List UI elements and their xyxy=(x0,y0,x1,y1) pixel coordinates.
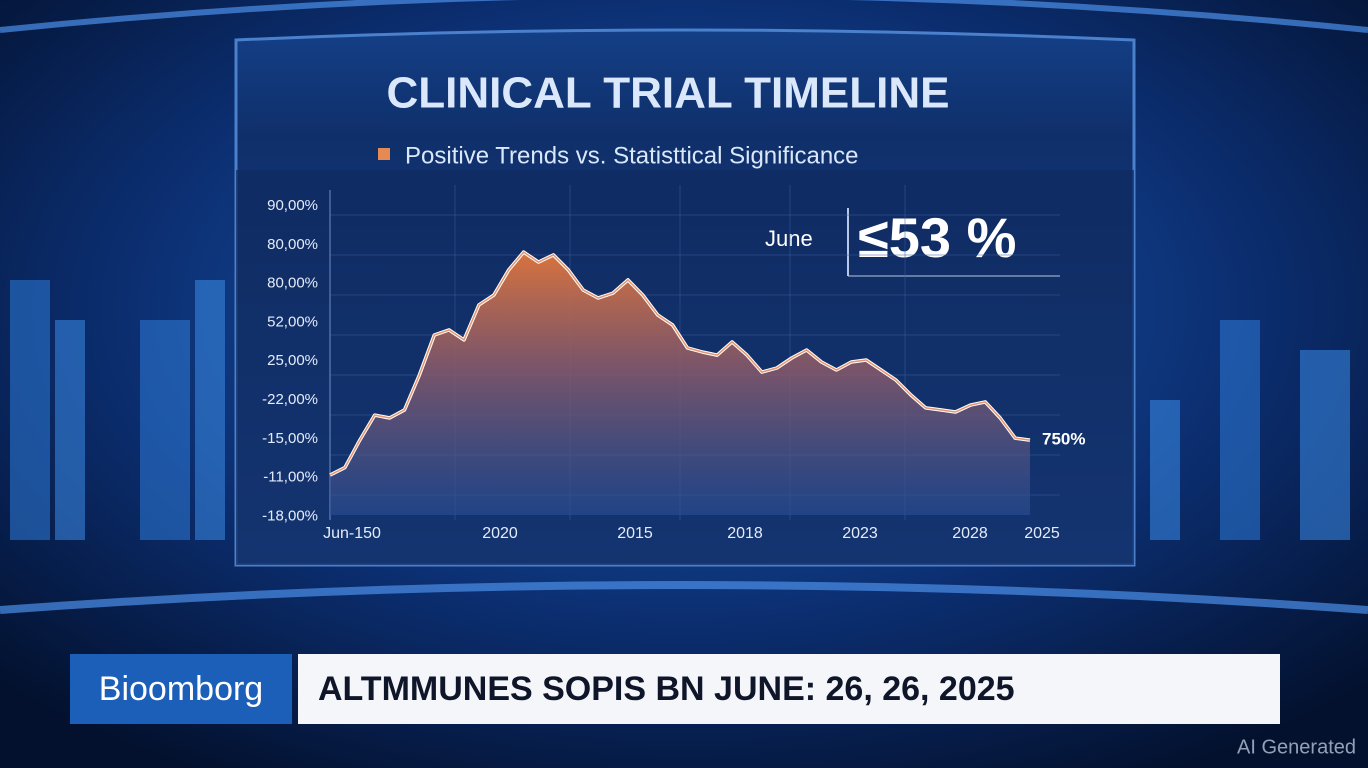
end-label: 750% xyxy=(1042,430,1085,449)
watermark: AI Generated xyxy=(1237,736,1356,758)
y-tick-label: 25,00% xyxy=(267,352,318,369)
headline-box xyxy=(298,654,1280,724)
backdrop-bars xyxy=(10,280,1350,540)
x-tick-label: 2020 xyxy=(482,525,518,542)
y-tick-label: 90,00% xyxy=(267,197,318,214)
chart-title: CLINICAL TRIAL TIMELINE xyxy=(386,69,949,118)
x-tick-label: 2015 xyxy=(617,525,653,542)
arc xyxy=(0,581,1368,614)
y-tick-label: -15,00% xyxy=(262,430,318,447)
x-tick-label: 2023 xyxy=(842,525,878,542)
y-tick-label: 52,00% xyxy=(267,313,318,330)
y-tick-label: -18,00% xyxy=(262,507,318,524)
x-tick-label: 2028 xyxy=(952,525,988,542)
annotation-value: ≤53 % xyxy=(858,206,1016,269)
x-tick-label: 2025 xyxy=(1024,525,1060,542)
headline: ALTMMUNES SOPIS BN JUNE: 26, 26, 2025 xyxy=(318,670,1015,708)
y-tick-label: -22,00% xyxy=(262,391,318,408)
area xyxy=(330,252,1030,515)
arc xyxy=(0,0,1368,33)
line-glow xyxy=(329,251,1031,476)
legend-swatch xyxy=(378,148,390,160)
x-tick-label: 2018 xyxy=(727,525,763,542)
plot: 90,00% 80,00% 80,00% 52,00% 25,00% -22,00% -15… xyxy=(262,185,1085,542)
brand-box xyxy=(70,654,292,724)
y-tick-label: 80,00% xyxy=(267,275,318,292)
chart-subtitle: Positive Trends vs. Statisttical Signifi… xyxy=(405,142,859,169)
y-tick-label: -11,00% xyxy=(263,469,318,486)
y-tick-label: 80,00% xyxy=(267,236,318,253)
brand: Bioomborg xyxy=(99,670,263,708)
annotation-month: June xyxy=(765,226,813,251)
x-tick-label: Jun-150 xyxy=(323,525,381,542)
